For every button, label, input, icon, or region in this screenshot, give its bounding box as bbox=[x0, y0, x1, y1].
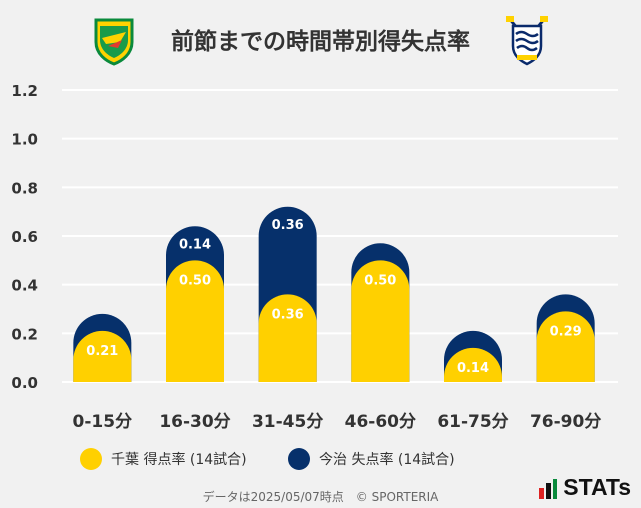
stacked-bar-chart: 0.0 0.2 0.4 0.6 0.8 1.0 1.2 0.21 0-15分 0.50 0.14 16… bbox=[11, 82, 618, 432]
x-tick-label: 31-45分 bbox=[252, 412, 323, 432]
legend-away-swatch bbox=[288, 448, 310, 470]
y-tick-label: 0.6 bbox=[11, 228, 38, 246]
bar-home bbox=[166, 260, 224, 382]
bar-home bbox=[536, 311, 595, 382]
y-tick-label: 1.0 bbox=[11, 131, 38, 149]
chart-title: 前節までの時間帯別得失点率 bbox=[171, 29, 470, 55]
data-label-away: 0.14 bbox=[179, 237, 211, 252]
stats-logo-icon bbox=[539, 479, 558, 499]
fc-imabari-crest-icon bbox=[506, 16, 548, 66]
legend-home: 千葉 得点率 (14試合) bbox=[80, 448, 247, 470]
y-tick-label: 0.8 bbox=[11, 179, 38, 197]
legend-home-label: 千葉 得点率 (14試合) bbox=[111, 452, 247, 468]
legend-home-swatch bbox=[80, 448, 102, 470]
data-label-home: 0.21 bbox=[86, 344, 118, 359]
x-tick-label: 16-30分 bbox=[159, 412, 230, 432]
data-label-home: 0.29 bbox=[550, 324, 582, 339]
y-tick-label: 0.2 bbox=[11, 325, 38, 343]
stats-brand-text: STATs bbox=[563, 474, 631, 500]
bar-home bbox=[73, 330, 132, 382]
y-tick-label: 0.0 bbox=[11, 374, 38, 392]
bar-home bbox=[351, 260, 410, 382]
data-label-home: 0.50 bbox=[364, 273, 396, 288]
x-tick-label: 76-90分 bbox=[530, 412, 601, 432]
bar-home bbox=[444, 347, 502, 382]
stats-brand: STATs bbox=[539, 476, 631, 499]
y-tick-label: 0.4 bbox=[11, 277, 38, 295]
data-label-home: 0.14 bbox=[457, 361, 489, 376]
chart-header: 前節までの時間帯別得失点率 bbox=[0, 0, 641, 84]
x-tick-label: 46-60分 bbox=[345, 412, 416, 432]
legend-away: 今治 失点率 (14試合) bbox=[288, 448, 455, 470]
legend-away-label: 今治 失点率 (14試合) bbox=[319, 452, 455, 468]
data-label-home: 0.36 bbox=[272, 307, 304, 322]
x-tick-label: 61-75分 bbox=[437, 412, 508, 432]
jef-united-crest-icon bbox=[94, 18, 134, 66]
data-label-away: 0.36 bbox=[272, 218, 304, 233]
x-tick-label: 0-15分 bbox=[73, 412, 133, 432]
bar-home bbox=[258, 294, 317, 382]
footer-note: データは2025/05/07時点 © SPORTERIA bbox=[202, 490, 439, 504]
y-tick-label: 1.2 bbox=[11, 82, 38, 100]
data-label-home: 0.50 bbox=[179, 273, 211, 288]
